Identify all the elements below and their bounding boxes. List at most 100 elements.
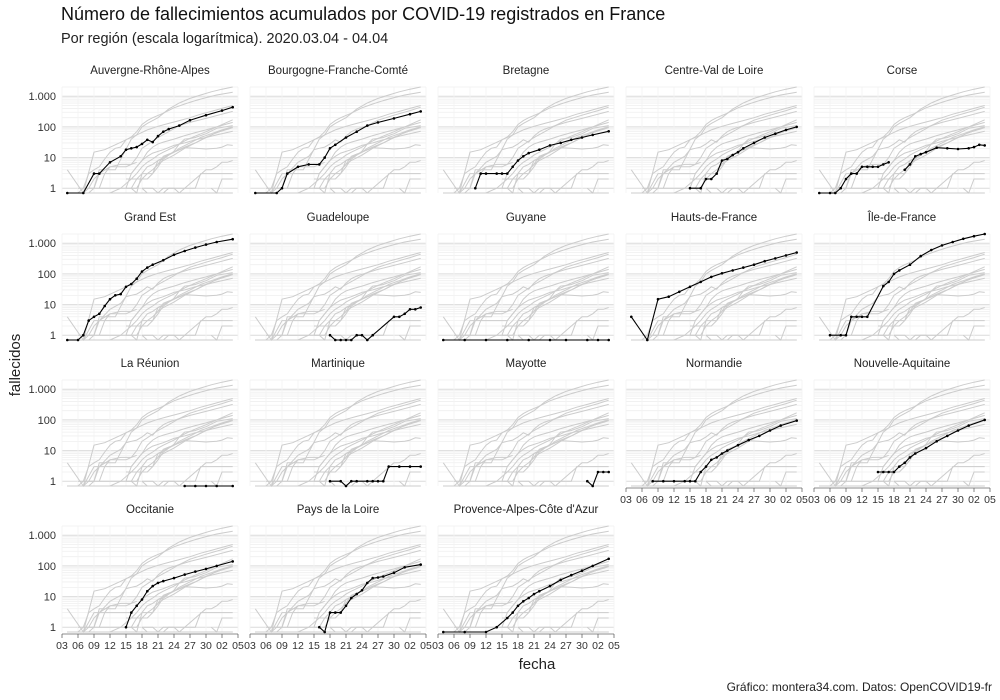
data-point [484,172,488,175]
data-point [366,124,369,127]
background-series-line [443,399,609,487]
background-series-line [474,569,609,628]
data-point [662,479,665,483]
background-series-line [894,173,985,194]
data-point [898,465,901,468]
background-series-line [66,544,233,634]
data-point [495,625,499,629]
data-point [591,564,594,568]
panel-label: Nouvelle-Aquitaine [854,358,951,370]
background-series-line [819,119,985,194]
x-tick-label: 02 [216,640,228,652]
data-point [162,258,165,262]
x-tick-label: 30 [200,640,212,652]
x-tick-label: 09 [464,640,476,652]
background-series-line [67,119,233,194]
background-series-line [443,549,609,633]
panel-label: Bretagne [503,65,550,77]
data-point [672,479,676,483]
x-tick-label: 06 [72,640,84,652]
data-point [834,191,837,195]
background-series-line [313,121,421,189]
x-tick-label: 03 [432,640,444,652]
data-point [506,338,509,342]
data-point [683,479,686,483]
data-point [704,177,708,181]
background-series-line [819,257,985,341]
background-series-line [443,257,609,341]
data-point [704,465,708,468]
data-point [156,581,160,585]
x-tick-label: 02 [968,494,980,506]
x-tick-label: 05 [420,640,432,652]
data-point [898,269,901,272]
background-series-line [630,398,797,488]
data-point [710,275,713,279]
data-point [876,470,880,474]
data-point [162,579,165,583]
x-tick-label: 30 [764,494,776,506]
data-point [146,266,149,269]
background-series-line [774,471,797,487]
series-line [830,233,985,336]
data-point [124,285,128,289]
data-point [548,584,552,588]
background-series-line [286,130,421,189]
background-series-line [454,86,609,189]
data-point [403,566,407,569]
background-series-line [78,233,233,336]
data-point [731,153,734,157]
data-point [231,237,234,241]
data-point [887,280,890,284]
background-series-line [830,379,985,482]
data-point [231,105,234,109]
data-point [871,165,874,169]
data-point [892,470,896,474]
data-point [962,237,965,241]
data-point [408,112,412,116]
data-point [162,130,165,133]
data-point [479,172,483,175]
data-point [596,338,600,342]
background-series-line [442,544,609,634]
data-point [66,338,69,342]
x-tick-label: 18 [700,494,712,506]
data-point [742,147,745,150]
background-series-line [894,466,985,487]
y-tick-label: 1 [50,330,56,342]
data-point [398,315,401,319]
background-series-line [66,252,233,342]
data-point [135,145,138,149]
background-series-line [662,423,797,482]
data-point [419,306,423,309]
background-series-line [706,173,797,194]
data-point [951,240,954,244]
panel-label: Hauts-de-France [671,212,757,224]
y-tick-label: 10 [44,592,56,604]
background-series-line [518,320,609,341]
background-series-line [819,403,985,487]
data-point [924,150,928,154]
y-tick-label: 1.000 [28,238,56,250]
background-series-line [877,414,985,482]
data-point [887,161,890,164]
data-point [866,315,869,319]
background-series-line [130,418,233,487]
background-series-line [67,110,233,194]
background-series-line [67,399,233,487]
x-tick-label: 24 [920,494,932,506]
background-series-line [330,173,421,194]
background-series-line [125,121,233,189]
data-point [752,263,756,267]
background-series-line [210,471,233,487]
data-point [344,484,348,488]
data-point [307,163,311,166]
background-series-line [694,272,797,341]
data-point [280,186,284,190]
background-series-line [125,268,233,336]
background-series-line [819,266,985,341]
data-point [758,434,761,438]
data-point [92,315,96,319]
panel-label: Grand Est [124,212,177,224]
data-point [850,172,853,175]
